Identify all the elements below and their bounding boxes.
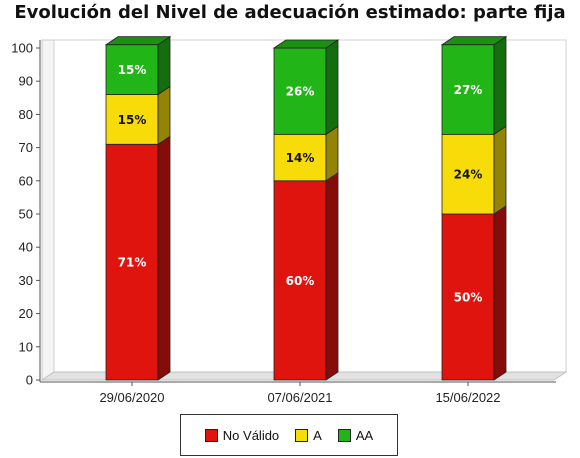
chart-title: Evolución del Nivel de adecuación estima…	[14, 2, 566, 23]
legend-item: No Válido	[204, 427, 280, 443]
x-tick-label: 07/06/2021	[267, 390, 332, 405]
y-tick-label: 70	[19, 140, 33, 155]
legend-item: A	[295, 428, 322, 443]
legend-label: No Válido	[222, 427, 280, 443]
bar-segment-side	[157, 85, 171, 146]
bar-segment	[105, 94, 159, 145]
y-tick-label: 80	[19, 107, 33, 122]
data-label: 60%	[286, 274, 315, 288]
bar-segment	[441, 133, 495, 215]
legend-swatch	[204, 428, 218, 442]
x-tick-label: 29/06/2020	[99, 390, 164, 405]
bar-top	[272, 39, 340, 49]
bar-segment-side	[325, 172, 339, 381]
bar-segment	[105, 44, 159, 95]
y-tick-label: 20	[19, 306, 33, 321]
bar-segment	[105, 143, 159, 381]
legend: No Válido A AA	[180, 414, 398, 456]
data-label: 27%	[454, 83, 483, 97]
bar-segment	[273, 47, 327, 135]
legend-label: A	[313, 427, 322, 443]
bar-segment-side	[157, 35, 171, 96]
bar-segment	[273, 180, 327, 381]
y-tick-label: 10	[19, 339, 33, 354]
y-tick-label: 100	[11, 41, 33, 56]
bar-top	[440, 36, 508, 46]
legend-swatch	[337, 428, 351, 442]
left-wall	[41, 39, 55, 381]
stacked-bar-chart: 0 10 20 30 40 50 60 70 80 90 100 29/06/2020 07/06/2…	[11, 35, 568, 405]
bar-segment-side	[157, 135, 171, 381]
x-axis: 29/06/2020 07/06/2021 15/06/2022	[40, 381, 556, 405]
data-label: 71%	[118, 256, 147, 270]
data-label: 15%	[118, 113, 147, 127]
y-axis: 0 10 20 30 40 50 60 70 80 90 100	[11, 40, 41, 388]
bar-segment	[441, 213, 495, 381]
bar-top	[104, 36, 172, 46]
bar-segment-side	[493, 205, 507, 381]
bar-segment	[441, 44, 495, 135]
bar-segment-side	[325, 125, 339, 182]
legend-label: AA	[355, 427, 374, 443]
y-tick-label: 0	[26, 373, 33, 388]
legend-item: AA	[337, 427, 374, 443]
bar-segment-side	[325, 39, 339, 136]
y-tick-label: 50	[19, 207, 33, 222]
data-label: 14%	[286, 151, 315, 165]
data-label: 50%	[454, 291, 483, 305]
x-tick-label: 15/06/2022	[435, 390, 500, 405]
bar-segment	[273, 133, 327, 182]
y-tick-label: 40	[19, 240, 33, 255]
data-label: 24%	[454, 168, 483, 182]
bar-segment-side	[493, 125, 507, 215]
y-tick-label: 90	[19, 74, 33, 89]
y-tick-label: 30	[19, 273, 33, 288]
y-tick-label: 60	[19, 173, 33, 188]
data-label: 15%	[118, 63, 147, 77]
bars: 71% 15% 15% 60% 14% 26% 50% 24% 27%	[104, 35, 508, 381]
data-label: 26%	[286, 85, 315, 99]
legend-swatch	[295, 428, 309, 442]
bar-segment-side	[493, 35, 507, 136]
